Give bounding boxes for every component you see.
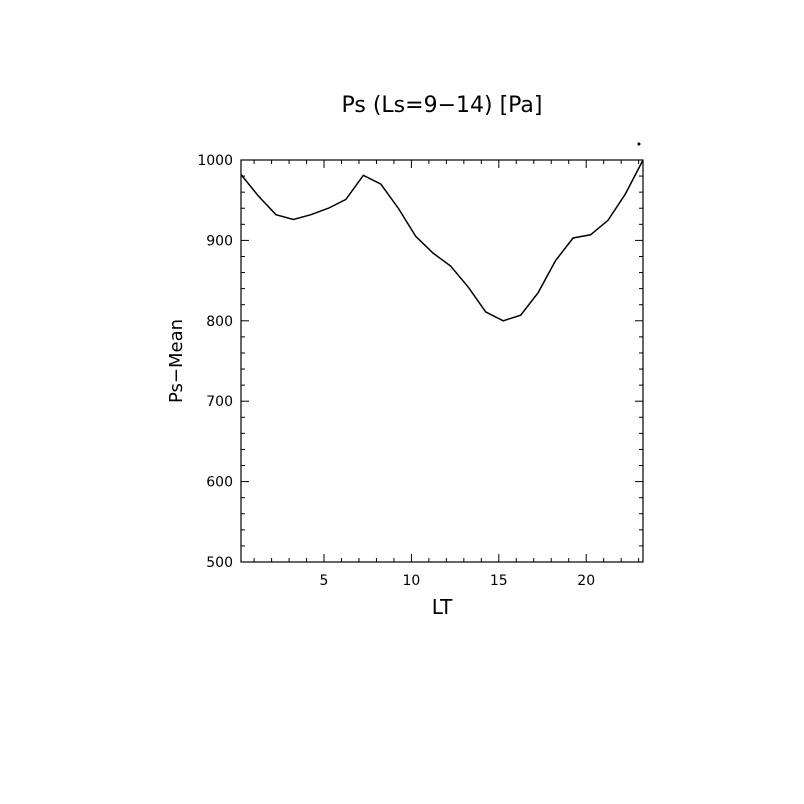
axis-ticks [241,159,643,563]
plot-frame [240,159,644,563]
y-tick-label: 600 [206,475,233,491]
series-line [240,159,644,322]
corner-dot [637,142,641,146]
y-tick-label: 700 [206,394,233,410]
x-tick-label: 15 [490,573,508,589]
y-tick-label: 1000 [197,153,233,169]
x-axis-label: LT [432,595,453,619]
y-tick-label: 500 [206,555,233,571]
y-axis-label: Ps−Mean [166,319,187,403]
x-tick-label: 10 [402,573,420,589]
y-tick-label: 800 [206,314,233,330]
tick-labels: 500 600 700 800 900 1000 5 10 15 20 [197,153,595,589]
chart-title: Ps (Ls=9−14) [Pa] [342,93,543,118]
y-tick-label: 900 [206,233,233,249]
x-tick-label: 5 [320,573,329,589]
x-tick-label: 20 [577,573,595,589]
